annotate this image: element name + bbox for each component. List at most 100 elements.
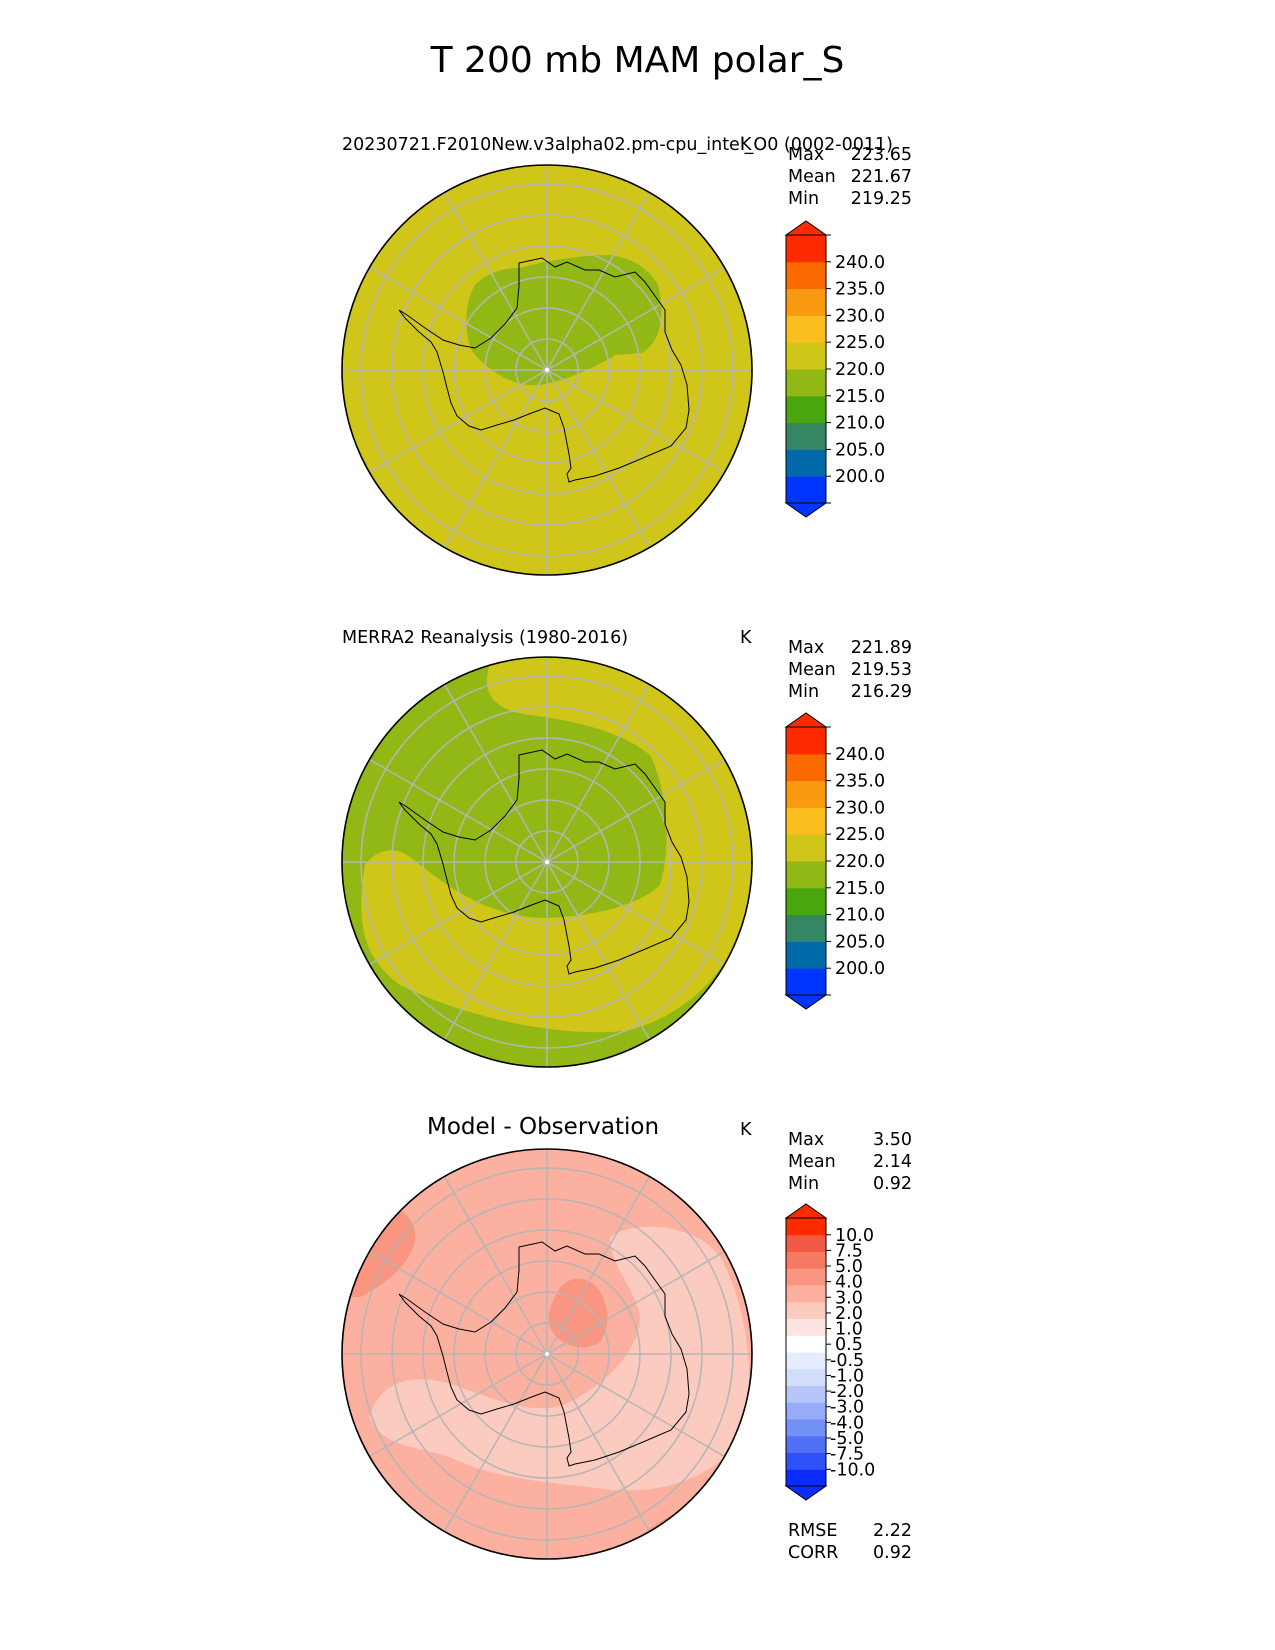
stat-max-label: Max (788, 1130, 825, 1150)
colorbar-tick-label: 240.0 (835, 253, 885, 273)
colorbar-tick-label: 0.5 (835, 1335, 863, 1355)
colorbar-bin (786, 261, 826, 290)
colorbar-bin (786, 727, 826, 755)
colorbar-bin (786, 887, 826, 916)
colorbar-extend-min (784, 502, 828, 518)
colorbar-tick-label: 225.0 (835, 825, 885, 845)
corr-value: 0.92 (873, 1543, 912, 1563)
colorbar-bin (786, 968, 826, 996)
panel1-colorbar: 200.0 205.0 210.0 215.0 220.0 225.0 230.0 235.0… (784, 220, 885, 518)
temperature-field-215-220 (466, 255, 662, 386)
panel1-stats: Max 223.65 Mean 221.67 Min 219.25 (788, 144, 912, 210)
panel2-units: K (740, 628, 752, 648)
colorbar-bin (786, 1268, 826, 1286)
colorbar-tick-label: 3.0 (835, 1288, 863, 1308)
difference-field-3-4 (548, 1278, 608, 1348)
colorbar-tick-label: 240.0 (835, 745, 885, 765)
colorbar-bin (786, 1301, 826, 1319)
panel1-units: K (740, 135, 752, 155)
colorbar-tick-label: -4.0 (830, 1413, 864, 1433)
temperature-field-220-225 (361, 657, 752, 1033)
pole-marker (544, 367, 550, 373)
colorbar-tick-label: 225.0 (835, 333, 885, 353)
colorbar-bin (786, 315, 826, 343)
colorbar-bin (786, 1385, 826, 1403)
panel3-map (341, 1148, 753, 1560)
colorbar-bin (786, 288, 826, 316)
colorbar-bin (786, 449, 826, 477)
colorbar-bin (786, 422, 826, 450)
colorbar-tick-label: 1.0 (835, 1320, 863, 1340)
colorbar-extend-min (784, 994, 828, 1010)
panel2-colorbar: 200.0 205.0 210.0 215.0 220.0 225.0 230.0 235.0… (784, 712, 885, 1010)
colorbar-tick-label: 210.0 (835, 414, 885, 434)
colorbar-bin (786, 1234, 826, 1252)
stat-max-value: 221.89 (850, 638, 912, 658)
panel2-stats: Max 221.89 Mean 219.53 Min 216.29 (788, 637, 912, 703)
colorbar-bin (786, 1435, 826, 1453)
panel1-title: 20230721.F2010New.v3alpha02.pm-cpu_intel… (342, 135, 893, 155)
colorbar-bin (786, 1335, 826, 1353)
rmse-value: 2.22 (873, 1521, 912, 1541)
colorbar-extend-max (784, 712, 828, 728)
colorbar-extend-max (784, 220, 828, 236)
stat-mean-label: Mean (788, 167, 836, 187)
colorbar-bin (786, 780, 826, 808)
colorbar-bin (786, 476, 826, 504)
stat-mean-label: Mean (788, 660, 836, 680)
colorbar-tick-label: 230.0 (835, 306, 885, 326)
rmse-label: RMSE (788, 1521, 838, 1541)
colorbar-tick-label: 4.0 (835, 1273, 863, 1293)
stat-max-value: 223.65 (850, 145, 912, 165)
stat-min-label: Min (788, 189, 820, 209)
colorbar-tick-label: 235.0 (835, 772, 885, 792)
colorbar-tick-label: -3.0 (830, 1398, 864, 1418)
map-border (341, 656, 753, 1068)
colorbar-tick-label: 220.0 (835, 852, 885, 872)
colorbar-tick-label: 215.0 (835, 879, 885, 899)
colorbar-bin (786, 914, 826, 942)
colorbar-extend-max (784, 1203, 828, 1219)
colorbar-tick-label: -5.0 (830, 1429, 864, 1449)
colorbar-bin (786, 834, 826, 862)
stat-min-value: 216.29 (850, 682, 912, 702)
colorbar-bin (786, 342, 826, 370)
pole-marker (544, 1351, 550, 1357)
figure-title: T 200 mb MAM polar_S (430, 40, 845, 81)
colorbar-tick-label: -1.0 (830, 1366, 864, 1386)
colorbar-tick-label: 215.0 (835, 387, 885, 407)
colorbar-bin (786, 1251, 826, 1269)
panel3-stats: Max 3.50 Mean 2.14 Min 0.92 (788, 1129, 912, 1195)
colorbar-bin (786, 753, 826, 782)
stat-max-value: 3.50 (873, 1130, 912, 1150)
stat-min-label: Min (788, 1174, 820, 1194)
colorbar-tick-label: 5.0 (835, 1257, 863, 1277)
antarctica-coastline (398, 257, 690, 483)
colorbar-frame (785, 1217, 827, 1487)
colorbar-tick-label: 10.0 (835, 1226, 874, 1246)
colorbar-bin (786, 395, 826, 424)
colorbar-tick-label: 210.0 (835, 906, 885, 926)
colorbar-tick-label: -0.5 (830, 1351, 864, 1371)
stat-mean-value: 2.14 (873, 1152, 912, 1172)
colorbar-tick-label: 220.0 (835, 360, 885, 380)
colorbar-bin (786, 1218, 826, 1236)
panel1-map (341, 164, 753, 576)
colorbar-bin (786, 1452, 826, 1470)
panel3-colorbar: -10.0-7.5-5.0-4.0-3.0-2.0-1.0-0.50.51.02… (784, 1203, 875, 1501)
antarctica-coastline (398, 1241, 690, 1467)
stat-max-label: Max (788, 145, 825, 165)
stat-min-value: 219.25 (850, 189, 912, 209)
colorbar-tick-label: -7.5 (830, 1445, 864, 1465)
colorbar-bin (786, 861, 826, 889)
colorbar-bin (786, 1285, 826, 1303)
panel2-map (341, 656, 753, 1068)
colorbar-bin (786, 941, 826, 969)
stat-max-label: Max (788, 638, 825, 658)
colorbar-tick-label: 200.0 (835, 467, 885, 487)
map-border (341, 1148, 753, 1560)
colorbar-tick-label: 2.0 (835, 1304, 863, 1324)
colorbar-tick-label: -2.0 (830, 1382, 864, 1402)
panel3-units: K (740, 1120, 752, 1140)
panel3-metrics: RMSE 2.22 CORR 0.92 (788, 1520, 912, 1564)
